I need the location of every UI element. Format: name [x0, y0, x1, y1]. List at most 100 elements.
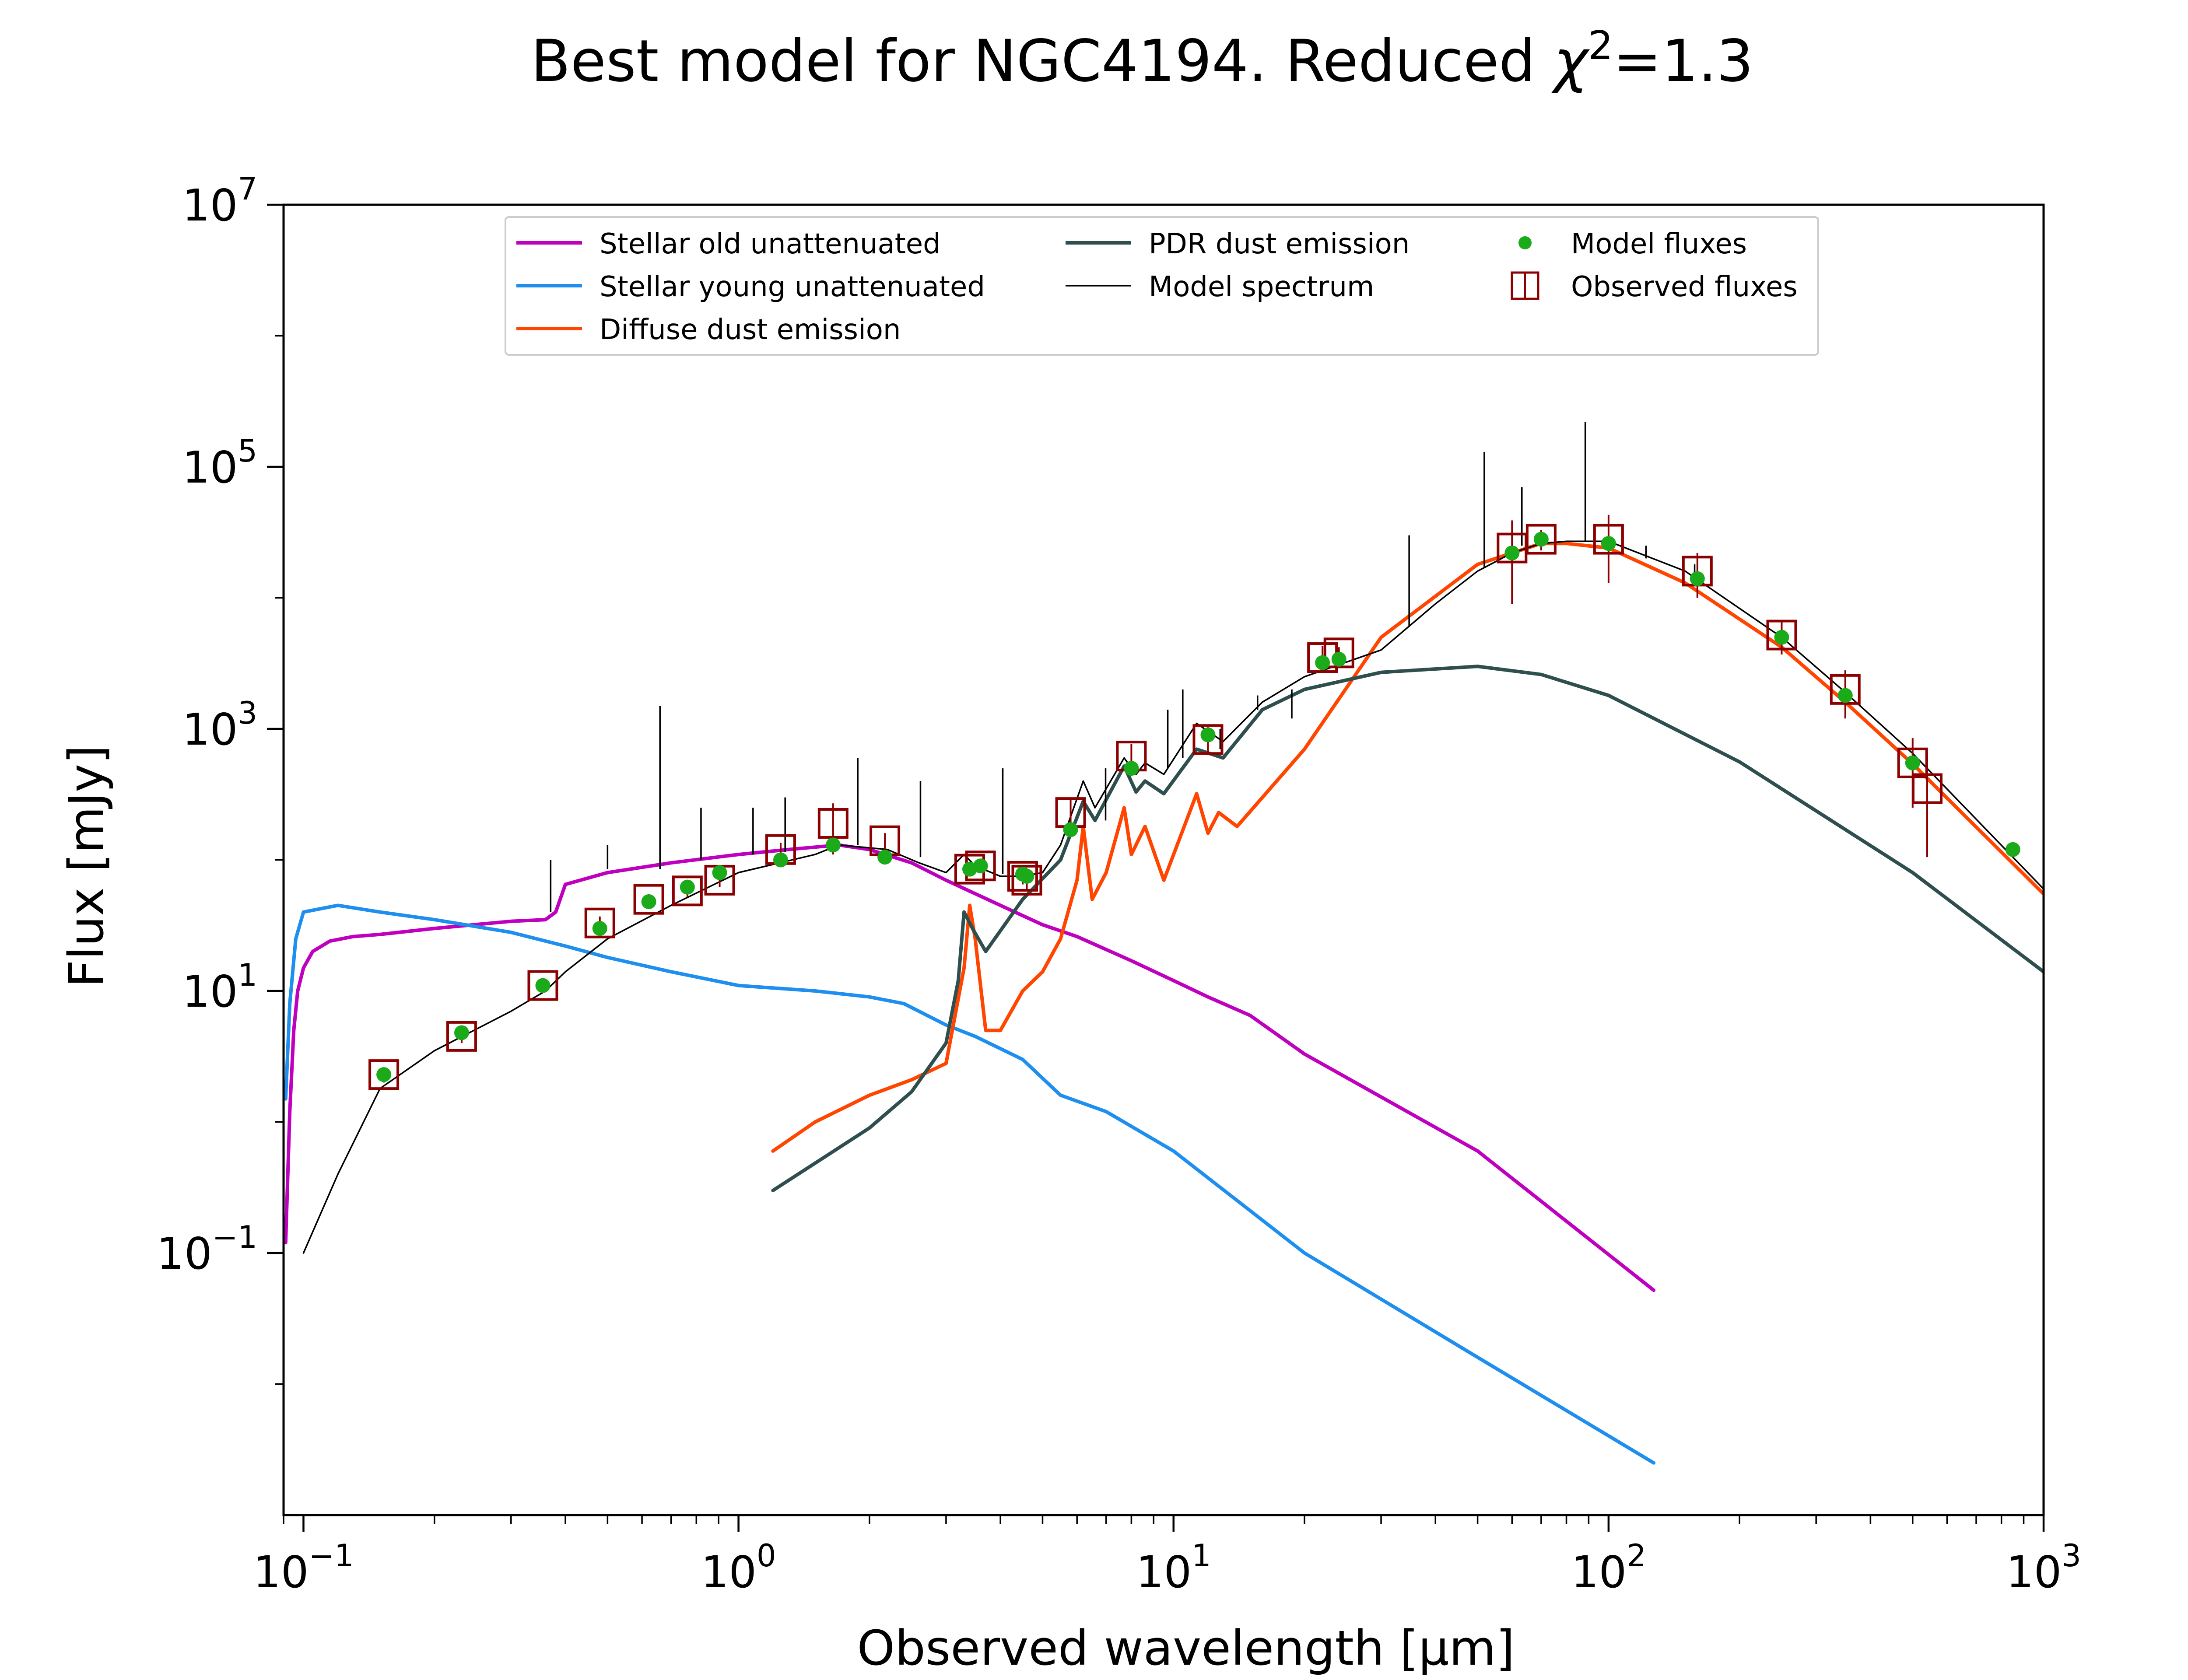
- observed-flux-marker: [1911, 773, 1943, 804]
- x-tick-label-base: 10: [1136, 1547, 1192, 1598]
- legend-label: Stellar young unattenuated: [600, 271, 985, 303]
- legend-item-model-fluxes: Model fluxes: [1518, 228, 1747, 260]
- y-tick-label: 103: [182, 695, 257, 755]
- model-flux-point: [2005, 842, 2020, 857]
- model-flux-point: [1124, 761, 1139, 776]
- model-flux-point: [592, 921, 607, 936]
- legend-swatch: [1511, 271, 1539, 300]
- legend-item-observed-fluxes: Observed fluxes: [1511, 271, 1798, 303]
- model-flux-point: [1315, 655, 1330, 670]
- legend-item-stellar-old-unattenuated: Stellar old unattenuated: [516, 228, 941, 260]
- x-tick-label-base: 10: [1571, 1547, 1627, 1598]
- stellar-old-unattenuated-series: [284, 843, 1656, 1292]
- model-flux-point: [1504, 545, 1520, 560]
- model-flux-point: [825, 837, 841, 853]
- legend-item-model-spectrum: Model spectrum: [1066, 271, 1374, 303]
- plot-content: [284, 422, 2044, 1465]
- observed-flux-marker: [368, 1059, 400, 1090]
- observed-flux-marker: [672, 875, 703, 906]
- x-tick-label-exponent: 0: [757, 1538, 776, 1574]
- model-flux-point: [1200, 727, 1216, 742]
- pdr-dust-emission-line: [771, 665, 2044, 1193]
- observed-flux-marker: [1192, 724, 1224, 755]
- observed-flux-marker: [1593, 524, 1624, 555]
- x-tick-label: 102: [1571, 1538, 1646, 1598]
- x-tick-label: 10−1: [253, 1538, 354, 1598]
- x-tick-label-base: 10: [253, 1547, 309, 1598]
- y-tick-label: 101: [182, 957, 257, 1017]
- y-tick-label: 107: [182, 171, 257, 231]
- legend-item-pdr-dust-emission: PDR dust emission: [1066, 228, 1410, 260]
- y-tick-label: 105: [182, 433, 257, 493]
- legend-label: Observed fluxes: [1571, 271, 1798, 303]
- y-tick-label-base: 10: [157, 1228, 212, 1279]
- legend-box: [505, 216, 1819, 356]
- model-flux-point: [1601, 536, 1616, 551]
- x-tick-label: 100: [701, 1538, 776, 1598]
- model-flux-point: [1063, 822, 1078, 837]
- y-tick-label-base: 10: [182, 966, 238, 1017]
- model-flux-point: [1533, 532, 1549, 547]
- observed-flux-marker: [1766, 620, 1797, 651]
- y-axis-label: Flux [mJy]: [58, 745, 114, 987]
- diffuse-dust-emission-series: [771, 542, 2044, 1153]
- legend-swatch: [1518, 236, 1532, 249]
- observed-flux-marker: [584, 907, 615, 938]
- x-tick-label-exponent: 3: [2062, 1538, 2081, 1574]
- model-flux-point: [1690, 571, 1705, 586]
- observed-flux-marker: [633, 884, 664, 915]
- x-tick-label: 101: [1136, 1538, 1211, 1598]
- y-tick-label-base: 10: [182, 180, 238, 231]
- observed-flux-marker: [1323, 637, 1354, 668]
- observed-flux-marker: [1830, 674, 1861, 705]
- observed-flux-marker: [527, 970, 558, 1001]
- model-flux-point: [1331, 651, 1346, 667]
- y-tick-label-base: 10: [182, 704, 238, 755]
- x-tick-label-exponent: −1: [309, 1538, 354, 1574]
- legend-label: PDR dust emission: [1149, 228, 1410, 260]
- model-flux-point: [1019, 868, 1034, 884]
- y-tick-label: 10−1: [157, 1219, 257, 1279]
- y-tick-label-exponent: −1: [212, 1219, 257, 1255]
- y-tick-label-base: 10: [182, 442, 238, 493]
- legend: Stellar old unattenuated Stellar young un…: [505, 216, 1819, 356]
- legend-item-stellar-young-unattenuated: Stellar young unattenuated: [516, 271, 985, 303]
- x-axis-label: Observed wavelength [μm]: [857, 1620, 1515, 1676]
- model-flux-point: [641, 894, 656, 909]
- model-flux-point: [877, 850, 893, 865]
- x-tick-label-exponent: 2: [1627, 1538, 1646, 1574]
- x-tick-label-base: 10: [701, 1547, 757, 1598]
- x-tick-label: 103: [2006, 1538, 2081, 1598]
- model-flux-point: [535, 978, 551, 993]
- stellar-old-unattenuated-line: [284, 843, 1656, 1292]
- observed-flux-marker: [1525, 524, 1557, 555]
- model-flux-point: [680, 879, 695, 895]
- diffuse-dust-emission-line: [771, 542, 2044, 1153]
- legend-item-diffuse-dust-emission: Diffuse dust emission: [516, 314, 901, 346]
- observed-flux-marker: [817, 808, 849, 839]
- model-flux-point: [712, 865, 727, 880]
- model-flux-point: [1905, 755, 1920, 770]
- observed-flux-marker: [1011, 864, 1042, 896]
- y-tick-label-exponent: 7: [238, 171, 257, 207]
- plot-area: [284, 422, 2044, 1465]
- stellar-young-unattenuated-series: [284, 903, 1656, 1465]
- model-flux-point: [1774, 630, 1789, 645]
- legend-label: Diffuse dust emission: [600, 314, 901, 346]
- x-tick-label-base: 10: [2006, 1547, 2062, 1598]
- y-tick-label-exponent: 3: [238, 695, 257, 731]
- y-tick-label-exponent: 1: [238, 957, 257, 993]
- legend-label: Model fluxes: [1571, 228, 1747, 260]
- model-fluxes-series: [376, 532, 2020, 1082]
- observed-flux-marker: [446, 1021, 477, 1052]
- model-flux-point: [454, 1025, 469, 1040]
- observed-flux-marker: [1007, 861, 1038, 892]
- model-flux-point: [376, 1067, 392, 1082]
- model-flux-point: [773, 852, 788, 868]
- stellar-young-unattenuated-line: [284, 903, 1656, 1465]
- pdr-dust-emission-series: [771, 665, 2044, 1193]
- model-flux-point: [973, 858, 988, 874]
- chart-title: Best model for NGC4194. Reduced χ2=1.3: [531, 23, 1753, 95]
